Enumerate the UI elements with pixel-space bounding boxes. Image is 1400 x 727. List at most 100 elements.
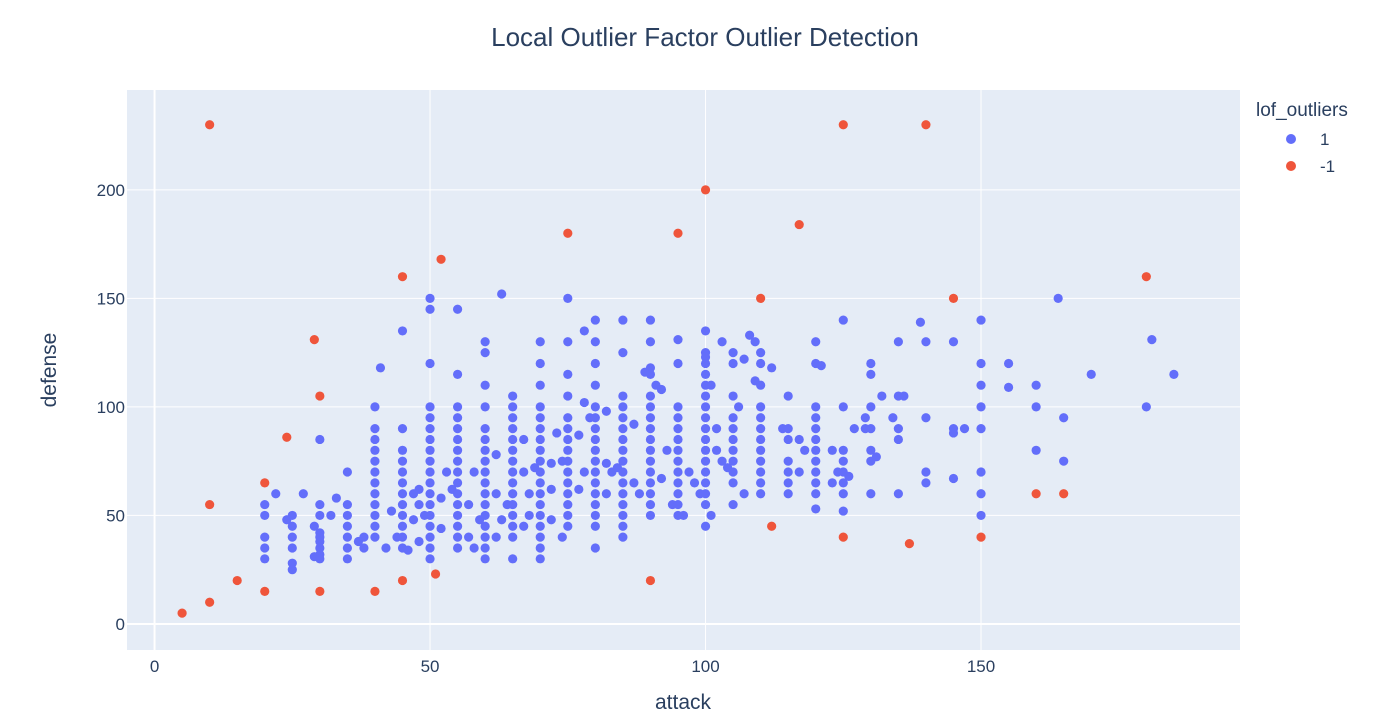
scatter-point[interactable] xyxy=(563,445,573,455)
scatter-point[interactable] xyxy=(480,424,490,434)
scatter-point[interactable] xyxy=(370,489,380,499)
scatter-point[interactable] xyxy=(700,352,711,362)
scatter-point[interactable] xyxy=(436,493,446,503)
scatter-point[interactable] xyxy=(618,467,628,477)
scatter-point[interactable] xyxy=(452,467,463,477)
scatter-point[interactable] xyxy=(535,554,545,564)
scatter-point[interactable] xyxy=(342,554,352,564)
scatter-point[interactable] xyxy=(315,586,325,596)
scatter-point[interactable] xyxy=(976,424,986,434)
scatter-point[interactable] xyxy=(425,402,435,412)
scatter-point[interactable] xyxy=(370,586,380,596)
scatter-point[interactable] xyxy=(645,575,656,586)
scatter-point[interactable] xyxy=(590,434,600,445)
scatter-point[interactable] xyxy=(783,391,793,401)
scatter-point[interactable] xyxy=(645,499,656,510)
scatter-point[interactable] xyxy=(601,489,611,499)
scatter-point[interactable] xyxy=(260,510,270,521)
scatter-point[interactable] xyxy=(783,424,793,434)
scatter-point[interactable] xyxy=(618,521,628,531)
scatter-point[interactable] xyxy=(480,489,490,499)
scatter-point[interactable] xyxy=(375,363,386,373)
scatter-point[interactable] xyxy=(728,478,738,488)
scatter-point[interactable] xyxy=(414,536,424,547)
scatter-point[interactable] xyxy=(673,499,683,510)
scatter-point[interactable] xyxy=(260,532,270,542)
scatter-point[interactable] xyxy=(645,510,656,521)
scatter-point[interactable] xyxy=(563,391,573,401)
scatter-point[interactable] xyxy=(535,413,545,423)
scatter-point[interactable] xyxy=(452,543,463,553)
scatter-point[interactable] xyxy=(866,358,876,369)
scatter-point[interactable] xyxy=(645,363,656,373)
scatter-point[interactable] xyxy=(756,434,766,445)
scatter-point[interactable] xyxy=(519,521,529,531)
scatter-point[interactable] xyxy=(414,484,424,494)
scatter-point[interactable] xyxy=(430,569,441,579)
scatter-point[interactable] xyxy=(524,489,534,499)
scatter-point[interactable] xyxy=(287,521,297,531)
scatter-point[interactable] xyxy=(205,597,215,607)
scatter-point[interactable] xyxy=(756,348,766,358)
scatter-point[interactable] xyxy=(700,413,711,423)
scatter-point[interactable] xyxy=(590,521,600,531)
scatter-point[interactable] xyxy=(899,391,909,401)
scatter-point[interactable] xyxy=(849,424,859,434)
scatter-point[interactable] xyxy=(645,315,656,325)
scatter-point[interactable] xyxy=(469,543,479,553)
legend-item[interactable]: -1 xyxy=(1286,157,1335,176)
scatter-point[interactable] xyxy=(1031,380,1041,390)
scatter-point[interactable] xyxy=(590,337,600,347)
scatter-point[interactable] xyxy=(706,380,716,390)
scatter-point[interactable] xyxy=(618,532,628,542)
scatter-point[interactable] xyxy=(370,532,380,542)
scatter-point[interactable] xyxy=(508,456,518,466)
scatter-point[interactable] xyxy=(700,445,711,455)
scatter-point[interactable] xyxy=(811,504,821,514)
scatter-point[interactable] xyxy=(921,467,931,477)
scatter-point[interactable] xyxy=(827,478,837,488)
scatter-point[interactable] xyxy=(342,510,352,521)
scatter-point[interactable] xyxy=(535,543,545,553)
scatter-point[interactable] xyxy=(491,489,501,499)
scatter-point[interactable] xyxy=(756,358,766,369)
scatter-point[interactable] xyxy=(673,445,683,455)
scatter-point[interactable] xyxy=(452,402,463,412)
scatter-point[interactable] xyxy=(921,120,931,130)
scatter-point[interactable] xyxy=(425,543,435,553)
scatter-point[interactable] xyxy=(535,424,545,434)
scatter-point[interactable] xyxy=(508,532,518,542)
scatter-point[interactable] xyxy=(508,445,518,455)
scatter-point[interactable] xyxy=(563,510,573,521)
scatter-point[interactable] xyxy=(480,478,490,488)
scatter-point[interactable] xyxy=(673,478,683,488)
scatter-point[interactable] xyxy=(563,369,573,379)
scatter-point[interactable] xyxy=(717,456,727,466)
scatter-point[interactable] xyxy=(700,456,711,466)
scatter-point[interactable] xyxy=(519,434,529,445)
scatter-point[interactable] xyxy=(590,315,600,325)
scatter-point[interactable] xyxy=(425,499,435,510)
scatter-point[interactable] xyxy=(535,532,545,542)
scatter-point[interactable] xyxy=(816,361,826,371)
scatter-point[interactable] xyxy=(645,456,656,466)
scatter-point[interactable] xyxy=(425,434,435,445)
scatter-point[interactable] xyxy=(838,456,848,466)
scatter-point[interactable] xyxy=(915,317,926,327)
scatter-point[interactable] xyxy=(563,478,573,488)
scatter-point[interactable] xyxy=(1059,489,1069,499)
scatter-point[interactable] xyxy=(739,489,749,499)
scatter-point[interactable] xyxy=(645,402,656,412)
scatter-point[interactable] xyxy=(811,445,821,455)
scatter-point[interactable] xyxy=(590,402,600,412)
scatter-point[interactable] xyxy=(756,467,766,477)
scatter-point[interactable] xyxy=(397,445,408,455)
scatter-point[interactable] xyxy=(508,424,518,434)
scatter-point[interactable] xyxy=(673,228,683,238)
scatter-point[interactable] xyxy=(425,489,435,499)
scatter-point[interactable] xyxy=(629,419,639,429)
scatter-point[interactable] xyxy=(260,478,270,488)
scatter-point[interactable] xyxy=(298,489,308,499)
scatter-point[interactable] xyxy=(452,478,463,488)
scatter-point[interactable] xyxy=(959,424,970,434)
